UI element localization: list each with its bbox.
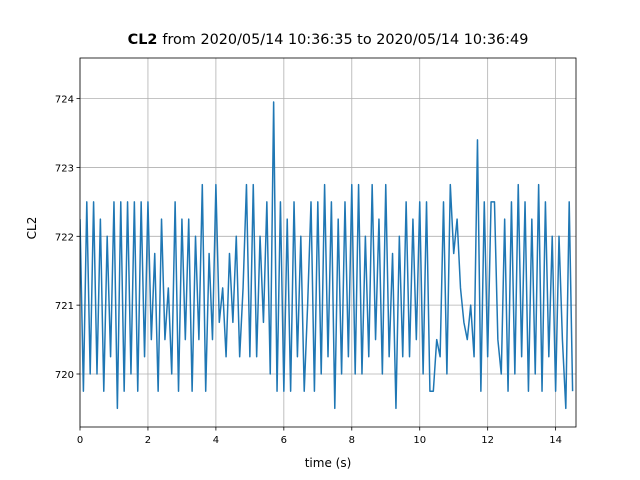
x-tick-label: 6 (281, 435, 287, 446)
y-tick-label: 724 (55, 95, 74, 106)
data-line (80, 101, 574, 410)
x-tick-label: 0 (77, 435, 83, 446)
chart-title: CL2 from 2020/05/14 10:36:35 to 2020/05/1… (128, 32, 529, 48)
x-tick-label: 12 (481, 435, 494, 446)
x-tick-label: 4 (213, 435, 219, 446)
title-text: from 2020/05/14 10:36:35 to 2020/05/14 1… (162, 32, 528, 48)
plot-frame (79, 57, 577, 428)
x-tick-label: 14 (549, 435, 562, 446)
y-tick-label: 720 (55, 370, 74, 381)
x-axis-label: time (s) (305, 456, 352, 470)
x-tick-label: 8 (349, 435, 355, 446)
x-tick-label: 10 (413, 435, 426, 446)
y-tick-label: 722 (55, 232, 74, 243)
y-tick-label: 723 (55, 163, 74, 174)
title-bold: CL2 (128, 32, 158, 48)
x-tick-label: 2 (145, 435, 151, 446)
y-axis-label: CL2 (25, 217, 39, 240)
y-tick-label: 721 (55, 301, 74, 312)
